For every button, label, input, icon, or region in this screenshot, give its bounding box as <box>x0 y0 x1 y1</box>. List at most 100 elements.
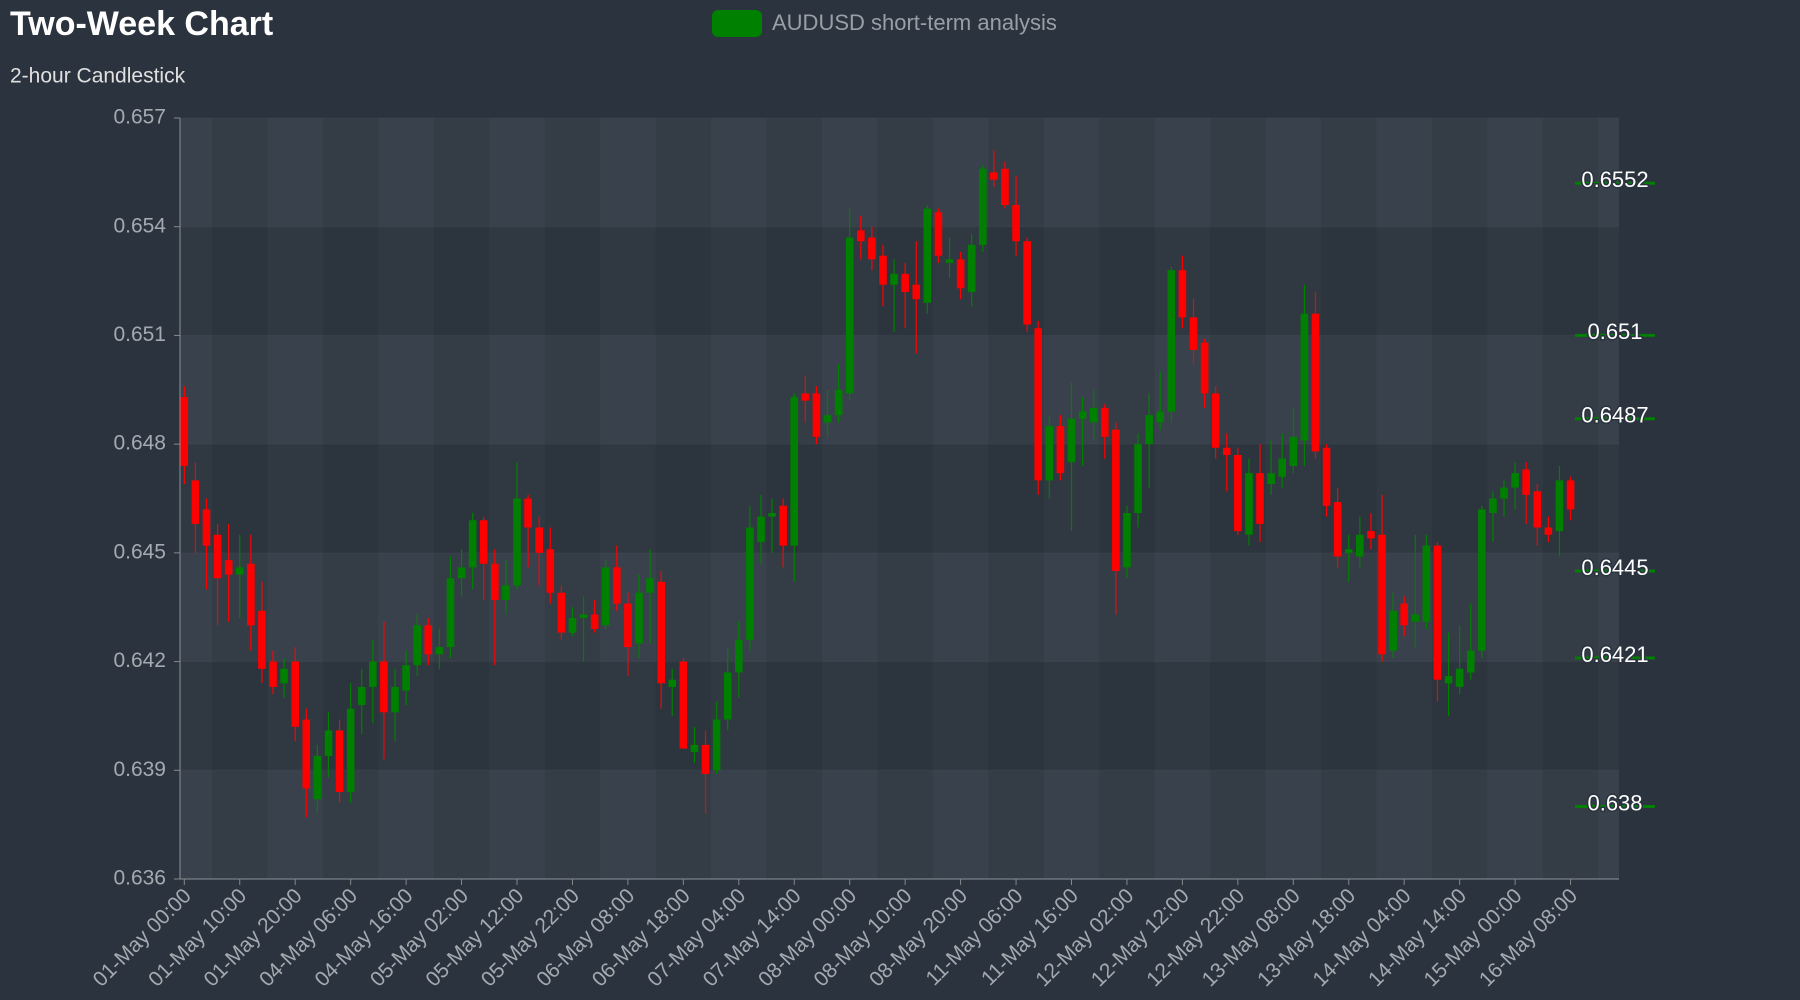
legend-swatch <box>712 10 762 37</box>
candle-body <box>1278 458 1287 477</box>
y-tick-label: 0.654 <box>113 214 166 237</box>
candle-body <box>668 679 677 687</box>
candle-body <box>1311 313 1320 452</box>
candle-body <box>1478 509 1486 651</box>
vertical-band <box>1099 118 1155 879</box>
candle-body <box>513 498 521 586</box>
candle-body <box>568 618 577 633</box>
candle-body <box>1112 429 1120 571</box>
candle-body <box>779 505 787 546</box>
candle-body <box>801 393 810 401</box>
candle-body <box>247 563 255 626</box>
horizontal-band <box>180 661 1619 771</box>
candle-body <box>1134 444 1142 513</box>
level-label: 0.651 <box>1587 319 1642 344</box>
candle-body <box>202 509 211 546</box>
candle-body <box>1245 473 1253 535</box>
candle-body <box>1433 545 1442 680</box>
candle-body <box>1533 491 1542 528</box>
horizontal-band <box>180 226 1619 336</box>
candle-body <box>1322 447 1331 506</box>
candle-body <box>701 744 710 774</box>
candle-body <box>746 527 754 640</box>
plot-area <box>180 118 1619 879</box>
y-tick-label: 0.645 <box>113 540 166 563</box>
candle-body <box>690 744 699 753</box>
candle-body <box>1300 313 1309 441</box>
candle-body <box>1211 393 1220 448</box>
candle-body <box>723 672 732 720</box>
candle-body <box>213 534 222 579</box>
candle-body <box>712 719 721 771</box>
candle-body <box>646 578 654 593</box>
candle-body <box>1555 480 1564 532</box>
candle-body <box>468 520 477 568</box>
candle-body <box>679 661 688 749</box>
candle-body <box>1422 545 1431 622</box>
candle-body <box>235 567 244 575</box>
candle-body <box>1078 411 1087 419</box>
candle-body <box>1256 473 1264 524</box>
candle-body <box>557 592 566 633</box>
candle-body <box>823 415 832 423</box>
candle-body <box>1500 487 1508 499</box>
candle-body <box>491 563 499 600</box>
candle-body <box>1356 534 1364 557</box>
candle-body <box>335 730 344 793</box>
candle-body <box>768 512 776 517</box>
candle-body <box>1344 549 1353 553</box>
candle-body <box>1023 241 1031 325</box>
candle-body <box>291 661 299 727</box>
candle-body <box>601 567 610 626</box>
y-tick-label: 0.651 <box>113 323 166 346</box>
candle-body <box>1378 534 1386 655</box>
candle-body <box>435 647 444 655</box>
candle-body <box>945 259 954 263</box>
candle-body <box>1178 270 1187 318</box>
candle-body <box>424 625 433 655</box>
y-tick-label: 0.639 <box>113 758 166 781</box>
candle-body <box>990 172 998 180</box>
candle-body <box>1045 426 1054 481</box>
candle-body <box>535 527 543 553</box>
candle-body <box>868 237 876 260</box>
candle-body <box>613 567 621 604</box>
candle-body <box>302 719 311 789</box>
candle-body <box>1189 317 1198 350</box>
candle-body <box>901 273 909 292</box>
chart-subtitle: 2-hour Candlestick <box>10 65 186 88</box>
candle-body <box>1400 603 1408 626</box>
candle-body <box>1511 473 1519 488</box>
candle-body <box>1034 328 1043 481</box>
plot-background <box>180 118 1619 879</box>
candle-body <box>624 603 632 648</box>
candle-body <box>502 585 510 600</box>
candle-body <box>402 665 410 691</box>
candle-body <box>1145 415 1153 445</box>
candle-body <box>346 708 355 793</box>
legend-label: AUDUSD short-term analysis <box>772 10 1057 35</box>
candle-body <box>635 592 643 644</box>
candle-body <box>224 560 233 575</box>
candle-body <box>845 237 854 394</box>
candle-body <box>1001 168 1009 205</box>
candle-body <box>1466 650 1475 673</box>
candle-body <box>191 480 200 524</box>
candle-body <box>812 393 821 437</box>
level-label: 0.638 <box>1587 790 1642 815</box>
candle-body <box>856 230 865 242</box>
candle-body <box>1566 480 1575 510</box>
candle-body <box>313 755 322 800</box>
candle-body <box>1455 668 1464 687</box>
level-label: 0.6552 <box>1581 167 1648 192</box>
candle-body <box>1056 426 1065 474</box>
candle-body <box>280 668 288 684</box>
candle-body <box>834 389 843 416</box>
candle-body <box>757 516 765 542</box>
candle-body <box>967 244 976 292</box>
candle-body <box>890 273 898 285</box>
candle-body <box>1333 502 1342 557</box>
y-tick-label: 0.657 <box>113 106 166 129</box>
candle-body <box>1234 455 1242 532</box>
